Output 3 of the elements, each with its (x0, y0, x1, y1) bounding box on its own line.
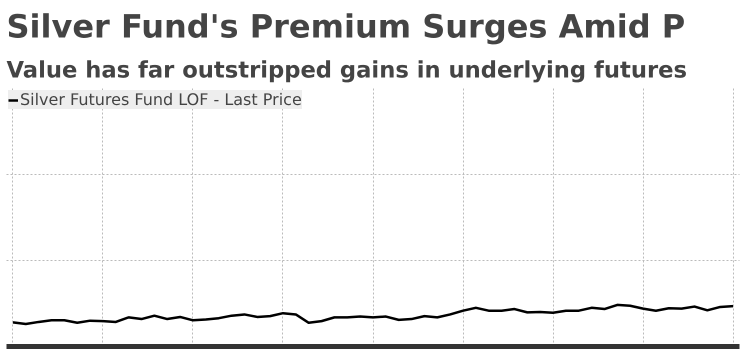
legend-label: Silver Futures Fund LOF - Last Price (20, 90, 302, 109)
chart-title: Silver Fund's Premium Surges Amid P (6, 8, 686, 46)
chart-subtitle: Value has far outstripped gains in underlying futures (6, 58, 687, 84)
